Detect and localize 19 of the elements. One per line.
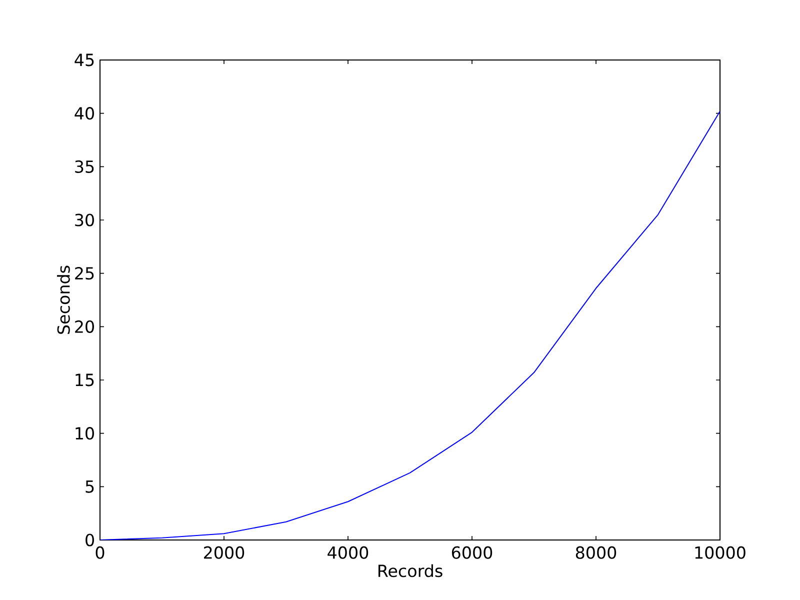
y-tick-label: 35 <box>75 160 94 173</box>
x-tick-label: 2000 <box>204 546 244 559</box>
x-axis-title: Records <box>378 564 442 578</box>
y-tick-label: 30 <box>75 214 94 226</box>
y-tick-label: 20 <box>75 320 94 333</box>
y-tick-label: 5 <box>86 480 94 493</box>
x-tick-label: 6000 <box>452 546 492 559</box>
line-series <box>100 110 720 540</box>
x-tick-label: 8000 <box>576 546 616 559</box>
y-tick-label: 10 <box>76 427 94 440</box>
y-tick-label: 15 <box>76 374 94 386</box>
x-tick-label: 0 <box>96 546 104 559</box>
y-tick-label: 25 <box>75 267 94 280</box>
y-tick-label: 40 <box>74 107 94 120</box>
x-tick-label: 4000 <box>328 546 368 559</box>
y-tick-label: 0 <box>86 534 94 546</box>
y-tick-label: 45 <box>74 54 94 66</box>
y-axis-title: Seconds <box>57 266 70 334</box>
x-tick-label: 10000 <box>695 546 746 559</box>
